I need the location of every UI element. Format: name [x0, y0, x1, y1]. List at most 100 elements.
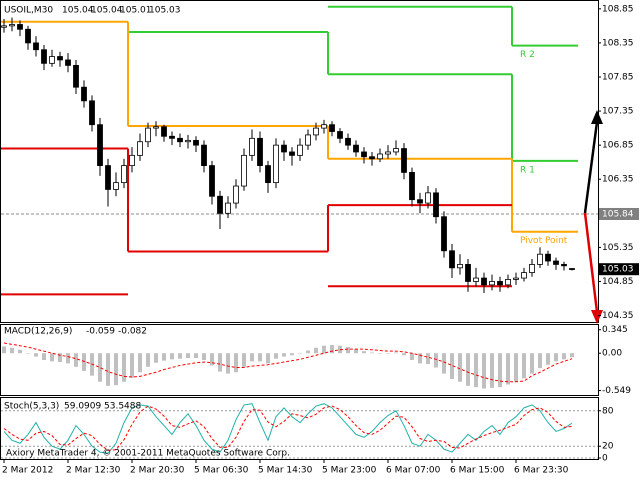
candle-body — [289, 151, 295, 156]
macd-bar — [106, 353, 110, 386]
candle-body — [161, 126, 167, 137]
candle-body — [297, 144, 303, 156]
y-tick-label: 104.35 — [602, 311, 634, 321]
candle-body — [97, 124, 103, 166]
macd-bar — [442, 353, 446, 374]
macd-bar — [42, 353, 46, 360]
candle-body — [145, 127, 151, 143]
marker-label: 105.84 — [602, 209, 634, 219]
candle-body — [537, 253, 543, 265]
header-text: 105.01 — [120, 6, 152, 16]
y-tick-label: 0 — [602, 454, 608, 464]
macd-bar — [50, 353, 54, 362]
macd-bar — [282, 353, 286, 357]
candle-body — [513, 277, 519, 280]
candle-body — [281, 144, 287, 153]
macd-bar — [226, 353, 230, 374]
macd-bar — [74, 353, 78, 367]
macd-bar — [314, 347, 318, 354]
macd-bar — [258, 353, 262, 362]
candle-body — [305, 134, 311, 146]
candle-body — [9, 24, 15, 27]
candle-body — [441, 216, 447, 252]
candle-body — [193, 139, 199, 146]
candle-body — [233, 185, 239, 204]
macd-bar — [346, 347, 350, 354]
price-box — [599, 263, 639, 276]
candle-body — [169, 135, 175, 139]
candle-body — [521, 272, 527, 279]
macd-bar — [466, 353, 470, 386]
macd-bar — [554, 353, 558, 362]
candle-body — [121, 165, 127, 184]
macd-bar — [242, 353, 246, 367]
macd-bar — [154, 353, 158, 363]
marker-box — [599, 207, 639, 220]
macd-signal — [3, 342, 573, 383]
macd-bar — [498, 353, 502, 388]
macd-bar — [370, 352, 374, 354]
macd-bar — [266, 353, 270, 364]
macd-bar — [98, 353, 102, 382]
candle-body — [313, 127, 319, 136]
candle-body — [529, 264, 535, 274]
macd-bar — [82, 353, 86, 371]
macd-bar — [570, 353, 574, 358]
macd-bar — [146, 353, 150, 367]
macd-bar — [386, 353, 390, 354]
candle-body — [1, 25, 7, 28]
stoch-line — [3, 405, 573, 451]
candle-body — [401, 148, 407, 173]
candle-body — [345, 137, 351, 146]
candle-body — [417, 199, 423, 204]
macd-bar — [474, 353, 478, 388]
macd-bar — [522, 353, 526, 379]
x-tick-label: 5 Mar 06:30 — [194, 466, 249, 476]
macd-bar — [354, 349, 358, 354]
header-text: 59.0909 — [64, 402, 101, 412]
pivot-label: Pivot Point — [520, 236, 568, 246]
macd-bar — [34, 353, 38, 357]
header-text: MACD(12,26,9) — [4, 327, 72, 337]
candle-body — [225, 202, 231, 214]
candle-body — [81, 86, 87, 102]
x-tick-label: 6 Mar 07:00 — [386, 466, 441, 476]
candle-body — [113, 182, 119, 190]
x-tick-label: 6 Mar 23:30 — [514, 466, 569, 476]
macd-bar — [186, 353, 190, 358]
macd-bar — [66, 353, 70, 364]
header-text: -0.082 — [118, 327, 147, 337]
candle-body — [41, 49, 47, 64]
macd-bar — [530, 353, 534, 374]
y-tick-label: 104.85 — [602, 277, 634, 287]
macd-bar — [538, 353, 542, 369]
macd-bar — [394, 352, 398, 354]
candle-body — [561, 264, 567, 267]
macd-bar — [122, 353, 126, 382]
macd-bar — [298, 353, 302, 354]
macd-bar — [58, 353, 62, 363]
macd-bar — [18, 349, 22, 354]
y-tick-label: 0.345 — [602, 325, 628, 335]
x-tick-label: 5 Mar 14:30 — [258, 466, 313, 476]
candle-body — [105, 165, 111, 190]
header-text: Stoch(5,3,3) — [4, 402, 59, 412]
macd-bar — [426, 353, 430, 365]
header-text: 105.04 — [62, 6, 94, 16]
x-tick-label: 2 Mar 12:30 — [66, 466, 121, 476]
macd-bar — [322, 345, 326, 354]
macd-bar — [506, 353, 510, 385]
x-tick-label: 5 Mar 23:00 — [322, 466, 377, 476]
macd-bar — [514, 353, 518, 382]
candle-body — [449, 250, 455, 269]
x-tick-label: 2 Mar 20:30 — [130, 466, 185, 476]
macd-bar — [130, 353, 134, 378]
candle-body — [17, 24, 23, 30]
candle-body — [177, 137, 183, 143]
macd-bar — [362, 351, 366, 354]
macd-bar — [138, 353, 142, 373]
up-arrow — [583, 121, 599, 214]
candle-body — [65, 59, 71, 66]
